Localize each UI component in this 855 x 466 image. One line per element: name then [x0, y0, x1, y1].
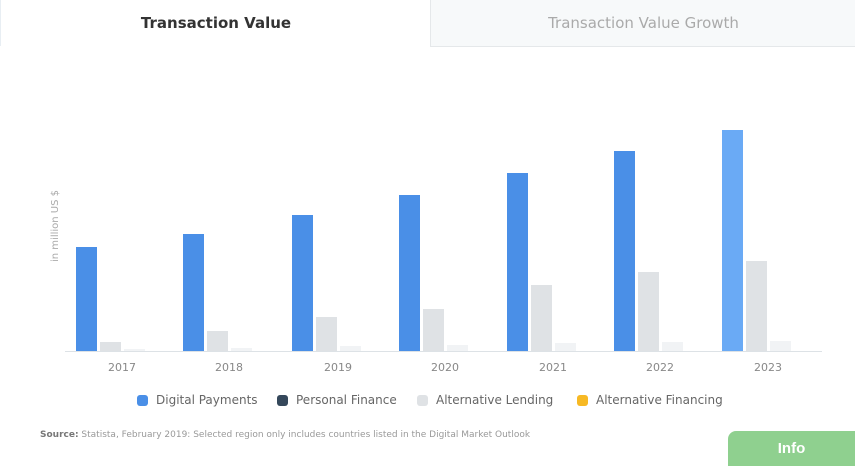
- info-button[interactable]: Info: [728, 431, 855, 466]
- x-tick-label: 2017: [108, 361, 136, 374]
- bar-alternative-lending-2018[interactable]: [207, 331, 228, 351]
- legend-label: Personal Finance: [296, 393, 397, 407]
- x-tick-label: 2020: [431, 361, 459, 374]
- x-tick-label: 2021: [539, 361, 567, 374]
- source-text: Statista, February 2019: Selected region…: [78, 430, 531, 440]
- bar-alternative-financing-2019[interactable]: [340, 346, 361, 351]
- bar-alternative-lending-2019[interactable]: [316, 317, 337, 351]
- legend-item[interactable]: Digital Payments: [137, 393, 258, 407]
- legend-item[interactable]: Alternative Lending: [417, 393, 553, 407]
- bar-alternative-financing-2020[interactable]: [447, 345, 468, 351]
- legend-label: Alternative Lending: [436, 393, 554, 407]
- source-label: Source:: [40, 430, 79, 440]
- legend-label: Alternative Financing: [596, 393, 723, 407]
- bar-alternative-financing-2017[interactable]: [124, 349, 145, 351]
- source-note: Source: Statista, February 2019: Selecte…: [40, 430, 530, 440]
- bar-alternative-financing-2021[interactable]: [555, 343, 576, 351]
- bar-alternative-financing-2022[interactable]: [662, 342, 683, 351]
- legend-swatch: [417, 394, 428, 406]
- x-tick-label: 2022: [646, 361, 674, 374]
- bar-digital-payments-2021[interactable]: [507, 173, 528, 351]
- bar-digital-payments-2022[interactable]: [614, 151, 635, 351]
- bar-alternative-lending-2020[interactable]: [423, 309, 444, 351]
- bar-alternative-financing-2018[interactable]: [231, 348, 252, 351]
- bar-alternative-lending-2021[interactable]: [531, 285, 552, 351]
- bar-digital-payments-2019[interactable]: [292, 215, 313, 351]
- bar-chart: in million US $ 2017 2018 2019 2020 2021 2022…: [50, 130, 822, 374]
- bar-digital-payments-2017[interactable]: [76, 247, 97, 351]
- tab-transaction-value-growth[interactable]: Transaction Value Growth: [430, 0, 855, 47]
- bar-alternative-lending-2022[interactable]: [638, 272, 659, 351]
- bar-alternative-lending-2023[interactable]: [746, 261, 767, 351]
- y-axis-label: in million US $: [50, 190, 61, 262]
- legend-item[interactable]: Personal Finance: [277, 393, 397, 407]
- bar-digital-payments-2018[interactable]: [183, 234, 204, 351]
- legend-swatch: [137, 394, 148, 406]
- legend-swatch: [277, 394, 288, 406]
- bar-alternative-lending-2017[interactable]: [100, 342, 121, 351]
- tab-transaction-value[interactable]: Transaction Value: [0, 0, 431, 46]
- bar-digital-payments-2020[interactable]: [399, 195, 420, 351]
- bar-alternative-financing-2023[interactable]: [770, 341, 791, 351]
- x-tick-label: 2019: [324, 361, 352, 374]
- legend-swatch: [577, 394, 588, 406]
- x-tick-label: 2023: [754, 361, 782, 374]
- legend-label: Digital Payments: [156, 393, 258, 407]
- legend-item[interactable]: Alternative Financing: [577, 393, 723, 407]
- bar-digital-payments-2023[interactable]: [722, 130, 743, 351]
- x-tick-label: 2018: [215, 361, 243, 374]
